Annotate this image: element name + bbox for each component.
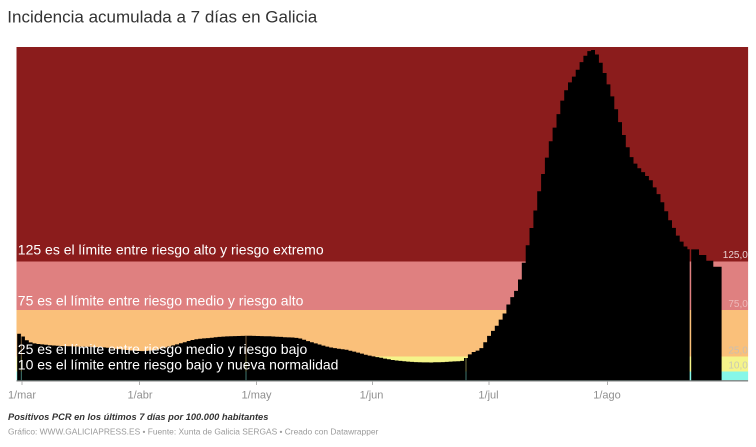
svg-text:Incidencia acumulada a 7 días: Incidencia acumulada a 7 días en Galicia	[7, 8, 318, 27]
svg-text:1/mar: 1/mar	[8, 390, 36, 402]
svg-text:75,0: 75,0	[728, 299, 748, 310]
svg-text:25 es el límite entre riesgo m: 25 es el límite entre riesgo medio y rie…	[18, 341, 308, 357]
svg-text:Gráfico: WWW.GALICIAPRESS.ES •: Gráfico: WWW.GALICIAPRESS.ES • Fuente: X…	[8, 426, 379, 436]
svg-text:1/jun: 1/jun	[360, 390, 384, 402]
svg-text:125 es el límite entre riesgo: 125 es el límite entre riesgo alto y rie…	[18, 241, 324, 257]
svg-text:125,0: 125,0	[723, 250, 748, 261]
svg-text:75 es el límite entre riesgo m: 75 es el límite entre riesgo medio y rie…	[18, 293, 304, 309]
svg-text:1/may: 1/may	[242, 390, 272, 402]
svg-text:1/jul: 1/jul	[478, 390, 498, 402]
svg-text:10,0: 10,0	[728, 361, 748, 372]
svg-text:25,0: 25,0	[728, 346, 748, 357]
svg-text:1/ago: 1/ago	[593, 390, 621, 402]
svg-text:1/abr: 1/abr	[127, 390, 152, 402]
svg-text:Positivos PCR en los últimos 7: Positivos PCR en los últimos 7 días por …	[8, 412, 268, 422]
svg-text:10 es el límite entre riesgo b: 10 es el límite entre riesgo bajo y nuev…	[18, 356, 339, 372]
